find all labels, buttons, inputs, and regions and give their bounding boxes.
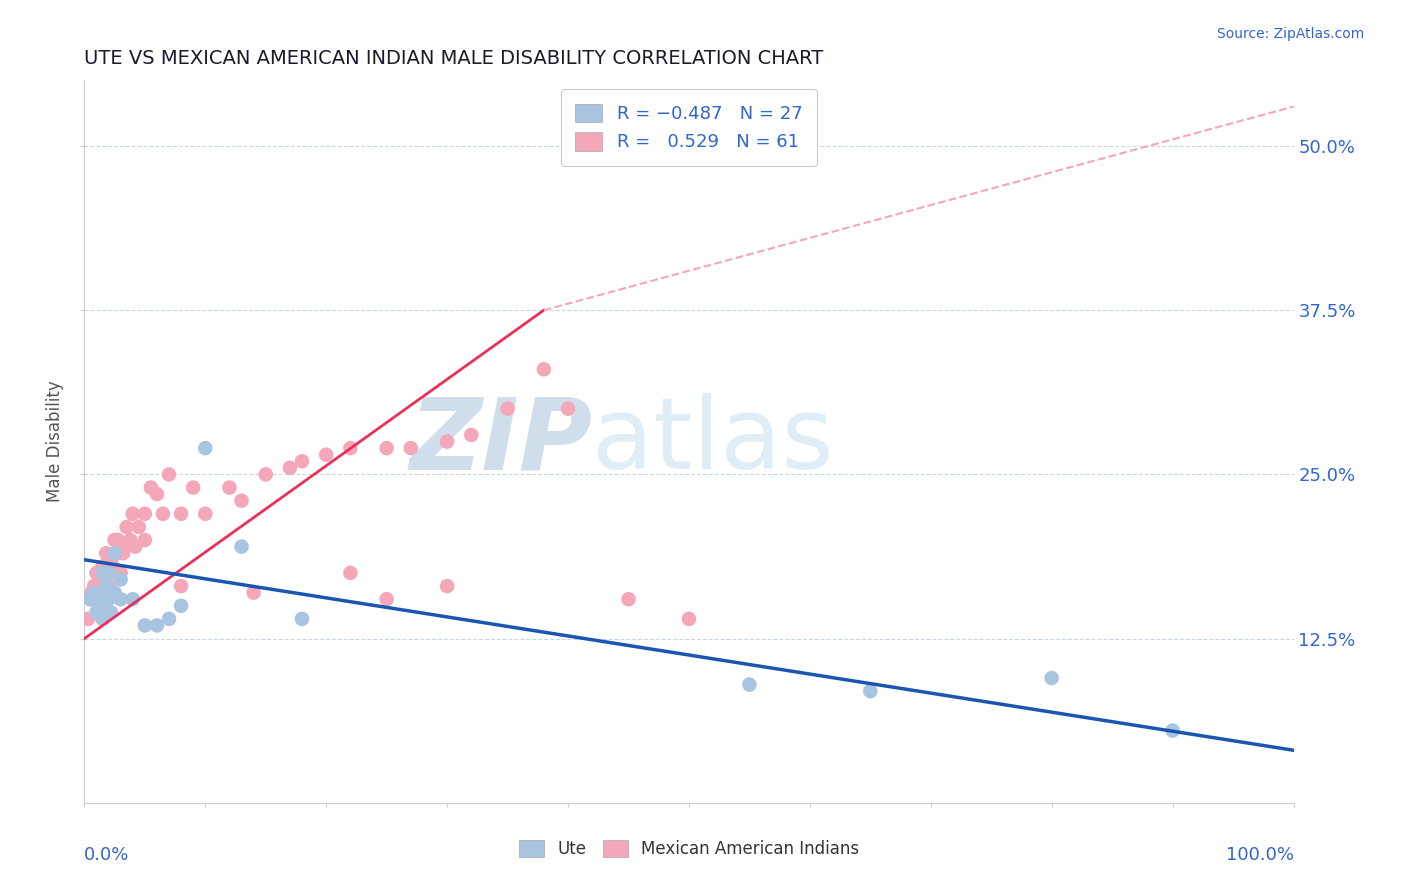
Point — [231, 540, 253, 554]
Point — [315, 448, 337, 462]
Point — [181, 481, 204, 495]
Point — [120, 533, 142, 547]
Point — [124, 540, 146, 554]
Point — [104, 546, 127, 560]
Point — [146, 618, 169, 632]
Point — [97, 566, 120, 580]
Point — [375, 441, 398, 455]
Point — [436, 434, 458, 449]
Point — [112, 546, 135, 560]
Point — [157, 467, 180, 482]
Point — [110, 540, 132, 554]
Point — [678, 612, 700, 626]
Point — [170, 579, 193, 593]
Point — [100, 605, 122, 619]
Point — [1040, 671, 1063, 685]
Point — [134, 618, 156, 632]
Point — [278, 460, 301, 475]
Point — [97, 592, 120, 607]
Point — [170, 599, 193, 613]
Point — [436, 579, 458, 593]
Text: Source: ZipAtlas.com: Source: ZipAtlas.com — [1216, 27, 1364, 41]
Point — [89, 592, 111, 607]
Point — [77, 612, 100, 626]
Point — [91, 579, 114, 593]
Point — [1161, 723, 1184, 738]
Point — [121, 507, 143, 521]
Point — [94, 546, 117, 560]
Point — [152, 507, 174, 521]
Point — [97, 566, 120, 580]
Point — [84, 592, 107, 607]
Point — [94, 599, 117, 613]
Point — [83, 585, 105, 599]
Point — [134, 507, 156, 521]
Point — [79, 592, 101, 607]
Point — [859, 684, 882, 698]
Point — [121, 592, 143, 607]
Point — [82, 592, 104, 607]
Point — [496, 401, 519, 416]
Text: UTE VS MEXICAN AMERICAN INDIAN MALE DISABILITY CORRELATION CHART: UTE VS MEXICAN AMERICAN INDIAN MALE DISA… — [84, 48, 824, 68]
Point — [94, 566, 117, 580]
Point — [101, 559, 124, 574]
Point — [254, 467, 277, 482]
Point — [738, 677, 761, 691]
Point — [291, 454, 314, 468]
Legend: Ute, Mexican American Indians: Ute, Mexican American Indians — [510, 832, 868, 867]
Point — [105, 546, 128, 560]
Point — [617, 592, 640, 607]
Point — [86, 566, 108, 580]
Text: 100.0%: 100.0% — [1226, 847, 1294, 864]
Point — [110, 573, 132, 587]
Point — [339, 566, 361, 580]
Point — [91, 612, 114, 626]
Point — [291, 612, 314, 626]
Point — [94, 579, 117, 593]
Point — [146, 487, 169, 501]
Point — [231, 493, 253, 508]
Point — [104, 566, 127, 580]
Point — [97, 579, 120, 593]
Point — [139, 481, 162, 495]
Point — [339, 441, 361, 455]
Point — [86, 605, 108, 619]
Point — [157, 612, 180, 626]
Point — [91, 566, 114, 580]
Point — [104, 585, 127, 599]
Point — [79, 592, 101, 607]
Point — [460, 428, 482, 442]
Point — [533, 362, 555, 376]
Point — [87, 573, 110, 587]
Point — [194, 441, 217, 455]
Point — [91, 559, 114, 574]
Point — [86, 585, 108, 599]
Point — [134, 533, 156, 547]
Point — [218, 481, 240, 495]
Point — [170, 507, 193, 521]
Text: ZIP: ZIP — [409, 393, 592, 490]
Point — [100, 553, 122, 567]
Point — [104, 533, 127, 547]
Point — [80, 585, 103, 599]
Point — [107, 533, 129, 547]
Point — [399, 441, 422, 455]
Point — [242, 585, 264, 599]
Point — [557, 401, 579, 416]
Y-axis label: Male Disability: Male Disability — [46, 381, 65, 502]
Point — [110, 566, 132, 580]
Point — [128, 520, 150, 534]
Point — [375, 592, 398, 607]
Point — [194, 507, 217, 521]
Point — [87, 592, 110, 607]
Point — [94, 592, 117, 607]
Point — [83, 579, 105, 593]
Point — [110, 592, 132, 607]
Text: 0.0%: 0.0% — [84, 847, 129, 864]
Point — [115, 520, 138, 534]
Text: atlas: atlas — [592, 393, 834, 490]
